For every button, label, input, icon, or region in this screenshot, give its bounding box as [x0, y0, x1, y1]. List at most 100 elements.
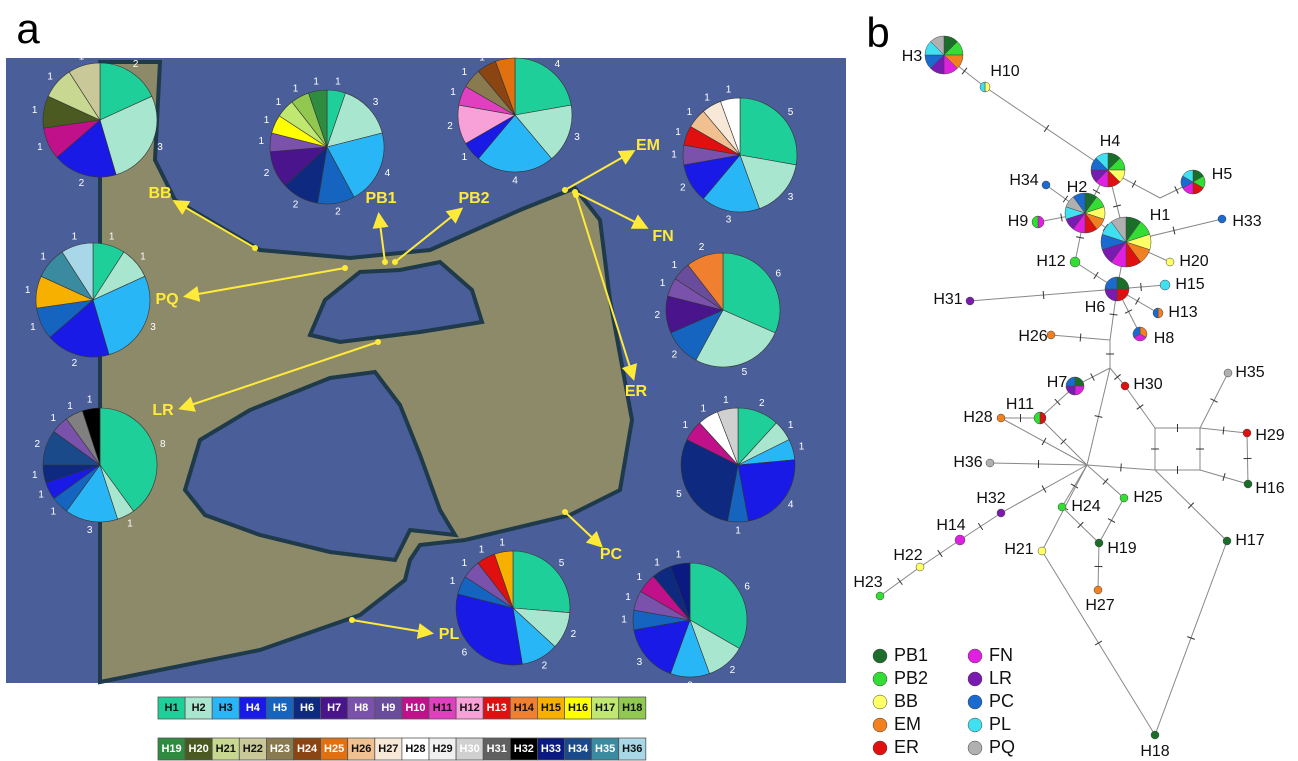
slice-label: 1 — [704, 92, 710, 103]
slice-label: 3 — [726, 215, 732, 226]
node-label: H26 — [1018, 328, 1047, 345]
network-node — [1038, 547, 1046, 555]
slice-label: 1 — [675, 127, 681, 138]
slice-label: 3 — [373, 97, 379, 108]
network-node — [966, 297, 974, 305]
mutation-tick — [1137, 405, 1144, 410]
slice-label: 1 — [72, 231, 78, 242]
slice-label: 1 — [462, 152, 468, 163]
slice-label: 1 — [637, 572, 643, 583]
network-node — [1117, 289, 1129, 301]
network-node — [1243, 429, 1251, 437]
node-label: H35 — [1235, 364, 1264, 381]
slice-label: 1 — [660, 278, 666, 289]
legend-label: H16 — [568, 702, 588, 714]
legend-label: H10 — [405, 702, 425, 714]
slice-label: 1 — [501, 45, 507, 56]
node-label: H5 — [1212, 166, 1233, 183]
mutation-tick — [1223, 427, 1224, 435]
legend-dot — [873, 695, 887, 709]
legend-label: H31 — [487, 743, 507, 755]
slice-label: 1 — [313, 77, 319, 88]
network-node — [1032, 216, 1038, 228]
slice-label: 1 — [625, 592, 631, 603]
site-dot — [382, 259, 388, 265]
node-label: H16 — [1255, 480, 1284, 497]
panel-label: b — [866, 9, 889, 56]
node-label: H11 — [1006, 396, 1034, 413]
network-node — [1105, 289, 1117, 301]
legend-label: H17 — [595, 702, 615, 714]
slice-label: 1 — [293, 84, 299, 95]
slice-label: 1 — [25, 285, 31, 296]
site-dot — [349, 617, 355, 623]
network-node — [1066, 377, 1075, 386]
mutation-tick — [1132, 180, 1136, 187]
legend-label: H19 — [161, 743, 181, 755]
legend-label: PB1 — [894, 645, 928, 665]
legend-label: H30 — [460, 743, 480, 755]
slice-label: 1 — [726, 85, 732, 96]
node-label: H25 — [1133, 489, 1162, 506]
site-dot — [573, 192, 579, 198]
network-node — [1153, 308, 1158, 318]
legend-dot — [873, 672, 887, 686]
network-node — [1038, 216, 1044, 228]
slice-label: 1 — [51, 506, 57, 517]
network-node — [1070, 257, 1080, 267]
legend-label: H6 — [300, 702, 314, 714]
slice-label: 2 — [293, 200, 299, 211]
network-node — [1047, 331, 1055, 339]
node-label: H6 — [1085, 299, 1106, 316]
slice-label: 2 — [79, 178, 85, 189]
network-node — [1105, 277, 1117, 289]
legend-label: H20 — [189, 743, 209, 755]
node-label: H20 — [1179, 253, 1208, 270]
slice-label: 2 — [34, 439, 40, 450]
slice-label: 6 — [744, 582, 750, 593]
legend-label: H29 — [432, 743, 452, 755]
slice-label: 1 — [672, 260, 678, 271]
slice-label: 4 — [385, 168, 391, 179]
slice-label: 1 — [462, 558, 468, 569]
slice-label: 3 — [788, 192, 794, 203]
site-label: PB2 — [458, 190, 489, 207]
slice-label: 1 — [799, 442, 805, 453]
site-dot — [252, 245, 258, 251]
node-label: H21 — [1004, 541, 1033, 558]
slice-label: 5 — [788, 107, 794, 118]
mutation-tick — [1175, 186, 1178, 193]
mutation-tick — [978, 523, 982, 530]
node-label: H3 — [902, 48, 923, 65]
node-label: H36 — [953, 454, 982, 471]
node-label: H1 — [1150, 207, 1171, 224]
site-dot — [392, 259, 398, 265]
node-label: H15 — [1175, 276, 1204, 293]
network-node — [1095, 539, 1103, 547]
site-dot — [562, 187, 568, 193]
legend-label: PC — [989, 691, 1014, 711]
slice-label: 3 — [637, 657, 643, 668]
mutation-tick — [1094, 272, 1098, 279]
slice-label: 1 — [32, 105, 38, 116]
network-node — [1244, 480, 1252, 488]
slice-label: 1 — [671, 150, 677, 161]
legend-label: H28 — [405, 743, 425, 755]
mutation-tick — [1093, 190, 1100, 194]
slice-label: 1 — [32, 470, 38, 481]
legend-label: H12 — [460, 702, 480, 714]
mutation-tick — [1043, 291, 1044, 299]
legend-label: H1 — [165, 702, 179, 714]
network-node — [997, 414, 1005, 422]
network-node — [1058, 503, 1066, 511]
legend-label: H4 — [246, 702, 261, 714]
slice-label: 2 — [654, 310, 660, 321]
network-node — [985, 82, 990, 92]
slice-label: 3 — [157, 142, 163, 153]
slice-label: 1 — [735, 526, 741, 537]
slice-label: 2 — [699, 242, 705, 253]
slice-label: 1 — [723, 395, 729, 406]
node-label: H19 — [1107, 540, 1136, 557]
slice-label: 2 — [72, 358, 78, 369]
figure: a b BBPB1PB2EMFNPQLRERPCPL23211111342221… — [0, 0, 1298, 761]
